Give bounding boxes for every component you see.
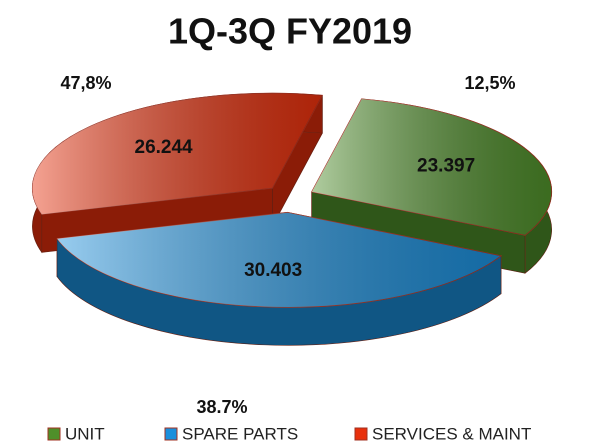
legend-swatch [354,427,368,441]
annotation: 47,8% [60,73,111,93]
slice-gloss [311,98,552,236]
chart-title: 1Q-3Q FY2019 [168,11,412,52]
annotation: 12,5% [464,73,515,93]
value-label: 30.403 [244,260,302,281]
legend-label: SERVICES & MAINT [372,424,531,443]
annotation: 38.7% [196,397,247,417]
value-label: 26.244 [135,137,194,158]
legend-label: UNIT [65,424,105,443]
legend-swatch [164,427,178,441]
legend-label: SPARE PARTS [182,424,298,443]
value-label: 23.397 [417,156,475,177]
slice-gloss [56,212,502,308]
slice-gloss [32,93,323,215]
slice-side-shade [56,238,502,346]
legend-swatch [47,427,61,441]
